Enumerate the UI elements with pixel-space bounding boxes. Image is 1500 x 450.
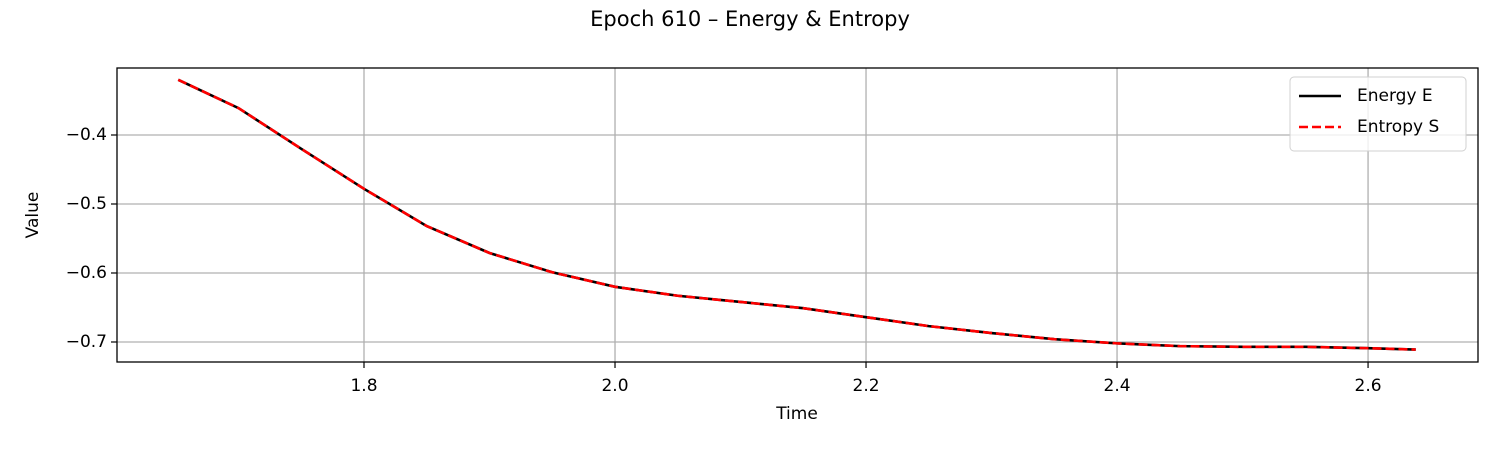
y-tick-label: −0.4 — [66, 125, 107, 145]
y-tick-label: −0.5 — [66, 194, 107, 214]
y-axis-label: Value — [23, 192, 43, 239]
x-axis-label: Time — [775, 404, 818, 424]
chart-title: Epoch 610 – Energy & Entropy — [590, 7, 910, 31]
x-tick-label: 1.8 — [350, 376, 377, 396]
x-tick-label: 2.6 — [1355, 376, 1382, 396]
x-tick-label: 2.0 — [601, 376, 628, 396]
plot-frame — [116, 67, 1479, 363]
series-line — [177, 78, 1416, 351]
y-tick-label: −0.6 — [66, 263, 107, 283]
x-tick-label: 2.4 — [1104, 376, 1131, 396]
y-tick-label: −0.7 — [66, 332, 107, 352]
legend-label: Entropy S — [1357, 117, 1439, 137]
legend-label: Energy E — [1357, 86, 1433, 106]
x-tick-label: 2.2 — [853, 376, 880, 396]
